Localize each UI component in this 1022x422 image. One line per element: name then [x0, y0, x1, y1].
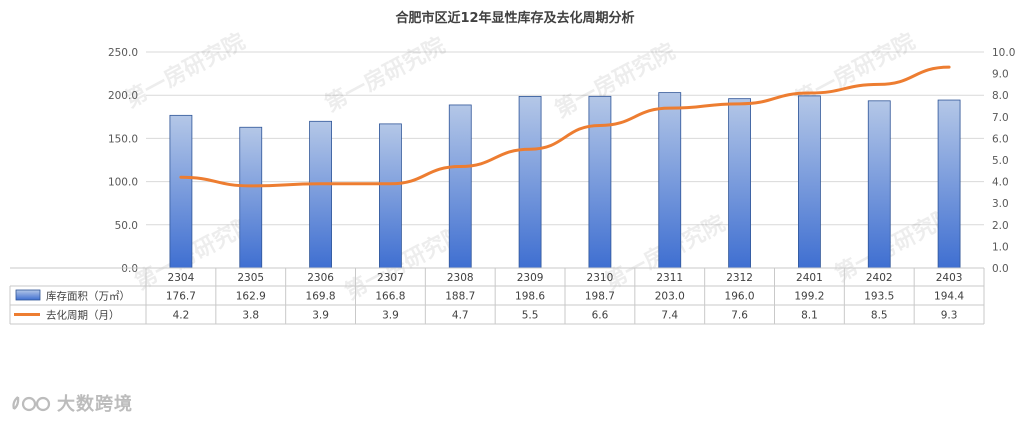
x-tick-label: 2310: [587, 272, 614, 284]
table-cell: 169.8: [306, 291, 336, 303]
x-tick-label: 2305: [237, 272, 264, 284]
table-cell: 176.7: [166, 291, 196, 303]
y-axis-left: 0.0 50.0 100.0 150.0 200.0 250.0: [108, 47, 138, 275]
x-tick-label: 2309: [517, 272, 544, 284]
x-tick-label: 2403: [936, 272, 963, 284]
table-cell: 7.6: [731, 310, 748, 322]
table-cell: 8.5: [871, 310, 888, 322]
x-tick-label: 2402: [866, 272, 893, 284]
table-cell: 7.4: [661, 310, 678, 322]
table-cell: 188.7: [445, 291, 475, 303]
y-right-tick-label: 0.0: [992, 263, 1009, 275]
bar: [169, 114, 193, 269]
bar: [309, 120, 332, 269]
table-cell: 198.7: [585, 291, 615, 303]
y-right-tick-label: 9.0: [992, 69, 1009, 81]
bar: [728, 98, 751, 269]
bar: [518, 96, 542, 269]
bar: [588, 95, 612, 269]
y-right-tick-label: 1.0: [992, 241, 1009, 253]
table-cell: 203.0: [655, 291, 685, 303]
table-cell: 5.5: [522, 310, 539, 322]
table-cell: 199.2: [794, 291, 824, 303]
y-left-tick-label: 0.0: [121, 263, 138, 275]
table-cell: 194.4: [934, 291, 964, 303]
brand-icon: [12, 396, 51, 412]
table-cell: 4.2: [173, 310, 190, 322]
y-left-tick-label: 200.0: [108, 90, 138, 102]
table-cell: 9.3: [941, 310, 958, 322]
bar-series: [169, 92, 961, 269]
table-cell: 166.8: [375, 291, 405, 303]
brand-logo: 大数跨境: [10, 390, 133, 416]
gridlines: [146, 51, 984, 269]
chart-title: 合肥市区近12年显性库存及去化周期分析: [395, 10, 634, 26]
line-path: [179, 65, 951, 188]
x-tick-label: 2304: [168, 272, 195, 284]
table-cell: 4.7: [452, 310, 469, 322]
y-right-tick-label: 4.0: [992, 177, 1009, 189]
table-cell: 198.6: [515, 291, 545, 303]
bar: [658, 92, 682, 269]
bar: [379, 123, 402, 269]
watermark-text: 第一房研究院: [121, 28, 250, 113]
table-cell: 8.1: [801, 310, 818, 322]
y-right-tick-label: 5.0: [992, 155, 1009, 167]
x-tick-label: 2401: [796, 272, 823, 284]
y-left-tick-label: 150.0: [108, 133, 138, 145]
y-right-tick-label: 7.0: [992, 112, 1009, 124]
x-tick-label: 2308: [447, 272, 474, 284]
y-right-tick-label: 8.0: [992, 90, 1009, 102]
bar: [937, 99, 961, 269]
table-cell: 162.9: [236, 291, 266, 303]
x-tick-label: 2307: [377, 272, 404, 284]
table-cell: 3.8: [242, 310, 259, 322]
bar: [798, 95, 821, 269]
y-left-tick-label: 100.0: [108, 177, 138, 189]
y-right-tick-label: 6.0: [992, 133, 1009, 145]
table-cell: 196.0: [725, 291, 755, 303]
y-right-tick-label: 3.0: [992, 198, 1009, 210]
y-right-tick-label: 2.0: [992, 220, 1009, 232]
legend-label: 库存面积（万㎡）: [46, 290, 130, 303]
x-tick-label: 2311: [656, 272, 683, 284]
table-cell: 193.5: [864, 291, 894, 303]
legend-label: 去化周期（月）: [46, 309, 120, 322]
bar: [867, 100, 891, 269]
bar: [239, 126, 263, 269]
x-tick-label: 2306: [307, 272, 334, 284]
x-tick-label: 2312: [726, 272, 753, 284]
legend-swatch-bar: [15, 289, 41, 301]
watermark-text: 第一房研究院: [321, 32, 450, 117]
y-left-tick-label: 250.0: [108, 47, 138, 59]
table-cell: 3.9: [312, 310, 329, 322]
y-right-tick-label: 10.0: [992, 47, 1015, 59]
data-table: 2304 2305 2306 2307 2308 2309 2310 2311 2312 2401…: [9, 267, 985, 325]
table-cell: 6.6: [592, 310, 609, 322]
y-left-tick-label: 50.0: [115, 220, 138, 232]
line-series: [179, 65, 951, 188]
brand-name: 大数跨境: [57, 394, 133, 415]
table-cell: 3.9: [382, 310, 399, 322]
y-axis-right: 0.0 1.0 2.0 3.0 4.0 5.0 6.0 7.0 8.0 9.0 10.0: [992, 47, 1015, 275]
bar: [448, 104, 472, 269]
